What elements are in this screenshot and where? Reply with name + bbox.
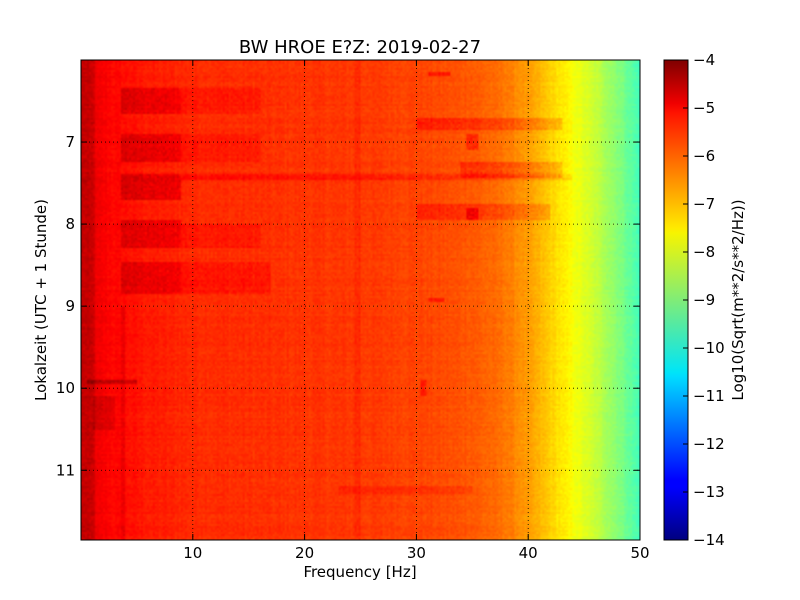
gridlines	[81, 60, 640, 540]
x-tick-label: 50	[630, 544, 649, 562]
y-tick-label: 7	[65, 133, 75, 151]
chart-title: BW HROE E?Z: 2019-02-27	[239, 37, 481, 58]
colorbar-tick-label: −11	[693, 387, 725, 405]
x-axis-label: Frequency [Hz]	[303, 563, 416, 581]
x-tick-label: 10	[183, 544, 202, 562]
y-tick-label: 10	[56, 379, 75, 397]
colorbar-tick-label: −9	[693, 291, 715, 309]
colorbar-tick-label: −8	[693, 243, 715, 261]
y-axis-ticks: 7 8 9 10 11	[56, 133, 640, 479]
y-tick-label: 8	[65, 215, 75, 233]
x-tick-label: 20	[295, 544, 314, 562]
colorbar-tick-label: −7	[693, 195, 715, 213]
colorbar-ticks: −4 −5 −6 −7 −8 −9 −10 −11 −12 −13 −14	[683, 51, 725, 549]
heatmap-area	[81, 60, 640, 540]
colorbar-tick-label: −4	[693, 51, 715, 69]
x-tick-label: 30	[407, 544, 426, 562]
colorbar-tick-label: −6	[693, 147, 715, 165]
colorbar-tick-label: −13	[693, 483, 725, 501]
colorbar-tick-label: −14	[693, 531, 725, 549]
heatmap-image	[81, 60, 640, 540]
plot-frame	[80, 59, 641, 541]
colorbar-tick-label: −10	[693, 339, 725, 357]
y-tick-label: 11	[56, 461, 75, 479]
x-tick-label: 40	[519, 544, 538, 562]
colorbar-tick-label: −5	[693, 99, 715, 117]
colorbar-label: Log10(Sqrt(m**2/s**2/Hz))	[729, 199, 747, 400]
x-axis-ticks: 10 20 30 40 50	[183, 60, 650, 562]
colorbar	[663, 59, 689, 541]
colorbar-tick-label: −12	[693, 435, 725, 453]
y-axis-label: Lokalzeit (UTC + 1 Stunde)	[32, 199, 50, 401]
y-tick-label: 9	[65, 297, 75, 315]
